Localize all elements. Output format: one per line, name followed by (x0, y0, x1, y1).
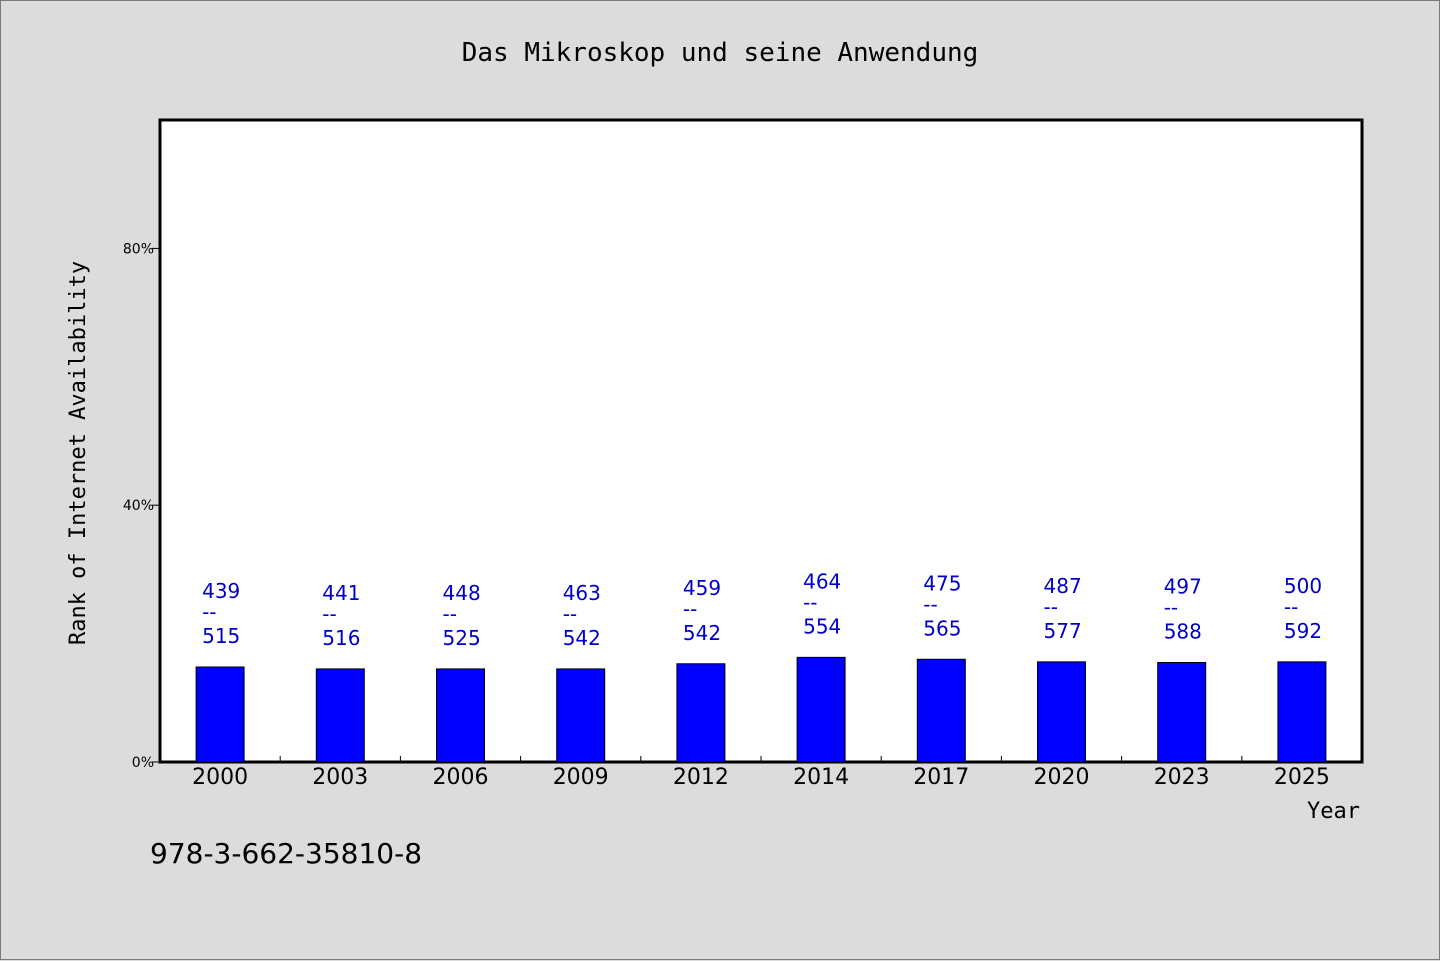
data-label-separator: -- (803, 590, 817, 614)
y-tick-label: 0% (132, 755, 154, 771)
x-axis-label: Year (1307, 799, 1360, 824)
data-label-bottom: 565 (923, 616, 961, 640)
y-axis: 0% 40% 80% (123, 241, 160, 771)
data-label-bottom: 525 (443, 626, 481, 650)
bar (436, 668, 485, 763)
data-label-separator: -- (322, 602, 336, 626)
data-label-top: 439 (202, 579, 240, 603)
data-label-bottom: 542 (683, 621, 721, 645)
isbn-text: 978-3-662-35810-8 (150, 837, 422, 870)
data-label-separator: -- (923, 592, 937, 616)
bar (676, 663, 726, 763)
bar (916, 658, 966, 763)
data-label-separator: -- (1284, 595, 1298, 619)
data-label-bottom: 588 (1164, 619, 1202, 643)
data-label-top: 463 (563, 581, 601, 605)
x-tick-label: 2020 (1034, 765, 1090, 790)
data-label-bottom: 515 (202, 624, 240, 648)
x-tick-label: 2003 (312, 765, 368, 790)
x-tick-label: 2014 (793, 765, 849, 790)
bar (195, 666, 245, 763)
bar (1157, 661, 1207, 763)
data-label-top: 441 (322, 581, 360, 605)
x-tick-label: 2023 (1154, 765, 1210, 790)
chart-title: Das Mikroskop und seine Anwendung (462, 38, 979, 68)
data-label-bottom: 554 (803, 614, 841, 638)
data-label-separator: -- (202, 600, 216, 624)
bar (1037, 661, 1086, 763)
plot-area (158, 118, 1364, 764)
data-label-bottom: 577 (1044, 619, 1082, 643)
data-label-top: 487 (1044, 574, 1082, 598)
data-label-top: 464 (803, 569, 841, 593)
bar (1277, 661, 1327, 763)
data-label-separator: -- (563, 602, 577, 626)
data-label-bottom: 592 (1284, 619, 1322, 643)
data-label-top: 500 (1284, 574, 1322, 598)
x-tick-label: 2006 (433, 765, 489, 790)
data-label-separator: -- (1164, 595, 1178, 619)
bar (556, 668, 606, 763)
x-tick-label: 2025 (1274, 765, 1330, 790)
y-tick-label: 40% (123, 498, 154, 514)
data-label-bottom: 516 (322, 626, 360, 650)
data-label-bottom: 542 (563, 626, 601, 650)
data-label-top: 497 (1164, 574, 1202, 598)
data-label-top: 475 (923, 571, 961, 595)
bar-series (195, 656, 1327, 763)
bar (315, 668, 365, 763)
y-tick-label: 80% (123, 241, 154, 257)
data-label-top: 459 (683, 576, 721, 600)
data-label-top: 448 (443, 581, 481, 605)
bar (796, 656, 846, 763)
y-axis-label: Rank of Internet Availability (66, 261, 91, 645)
x-tick-label: 2017 (913, 765, 969, 790)
data-label-separator: -- (1044, 595, 1058, 619)
data-labels: 439--515441--516448--525463--542459--542… (202, 569, 1322, 650)
x-tick-label: 2009 (553, 765, 609, 790)
x-axis: 2000 2003 2006 2009 2012 2014 2017 2020 2023 2025 (192, 756, 1330, 790)
data-label-separator: -- (443, 602, 457, 626)
x-tick-label: 2000 (192, 765, 248, 790)
data-label-separator: -- (683, 597, 697, 621)
x-tick-label: 2012 (673, 765, 729, 790)
